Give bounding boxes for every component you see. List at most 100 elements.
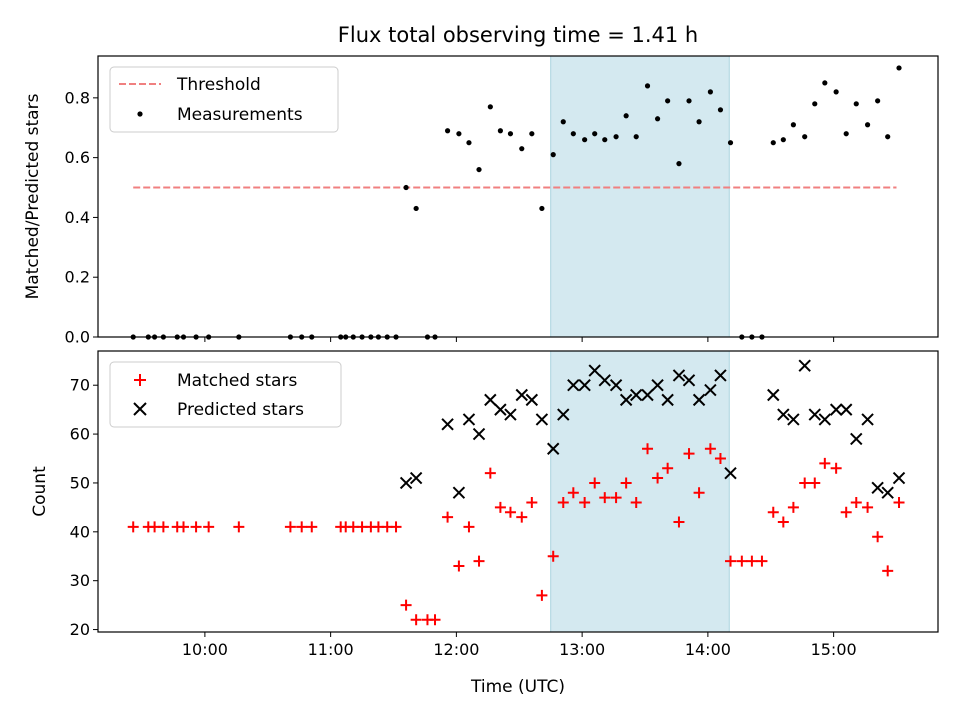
measurement-point [770,140,776,146]
measurement-point [676,161,682,167]
matched-star-point [725,555,737,567]
predicted-star-point [682,374,696,387]
predicted-star-point [829,403,843,416]
predicted-star-point [588,364,601,377]
x-tick-label: 15:00 [811,640,857,659]
predicted-star-point [818,413,832,426]
y-tick-label: 20 [70,620,90,639]
measurement-point [665,98,671,104]
matched-star-point [178,521,190,533]
matched-star-point [127,521,139,533]
measurement-point [570,131,576,137]
bottom-panel: 20 30 40 50 60 70 10:00 11:00 12:00 13:00 14:00 15… [30,350,939,697]
predicted-star-point [787,413,800,426]
x-tick-label: 11:00 [308,640,354,659]
matched-star-point [579,496,591,508]
measurement-point [529,131,535,137]
predicted-star-point [567,379,580,392]
predicted-star-point [714,369,727,382]
y-tick-label: 0.4 [65,208,90,227]
matched-star-point [642,443,654,455]
predicted-star-point [798,359,811,372]
threshold-legend-label: Threshold [176,75,261,95]
matched-star-point [526,496,538,508]
matched-star-point [504,506,516,518]
matched-star-point [862,501,874,513]
matched-star-point [567,487,579,499]
measurement-point [487,104,493,110]
predicted-star-point [839,403,853,416]
predicted-star-point [525,393,539,407]
predicted-star-point [472,427,486,441]
matched-star-point [516,511,528,523]
measurement-point [507,131,514,137]
measurement-point [456,131,462,137]
matched-star-point [442,511,454,523]
measurement-point [727,140,734,146]
predicted-star-point [547,442,560,455]
matched-star-point [756,555,768,567]
matched-star-point [799,477,811,489]
measurement-point [444,128,451,134]
measurement-point [582,137,588,143]
measurement-point [592,131,598,137]
predicted-star-point [661,393,674,407]
predicted-star-point [399,476,413,490]
measurement-point [519,146,525,152]
matched-star-point [410,614,422,626]
predicted-star-point [692,393,706,407]
matched-star-point [683,448,695,460]
matched-star-point [673,516,685,528]
predicted-star-point [641,388,654,402]
predicted-star-point [881,486,894,499]
x-axis-label: Time (UTC) [470,677,565,697]
bottom-x-ticks: 10:00 11:00 12:00 13:00 14:00 15:00 [182,632,857,659]
x-tick-label: 12:00 [433,640,479,659]
predicted-star-point [484,393,497,407]
predicted-star-point [861,413,874,426]
measurement-point [539,205,545,212]
bottom-y-ticks: 20 30 40 50 60 70 [70,376,98,639]
predicted-star-point [598,374,611,387]
matched-star-point [610,492,622,504]
measurement-point [790,122,796,128]
measurement-point [843,131,849,137]
predicted-star-point [504,408,517,421]
matched-star-point [233,521,245,533]
measurement-point [413,205,419,212]
matched-star-point [630,496,642,508]
top-axes-frame [97,55,939,338]
matched-star-point [809,477,821,489]
top-legend: Threshold Measurements [109,66,339,133]
measurement-point [466,140,472,146]
measurement-point [403,184,409,191]
predicted-star-point [777,408,790,421]
predicted-star-point [619,393,633,407]
predicted-star-point [808,408,821,421]
matched-star-point [390,521,402,533]
matched-star-point [599,492,611,504]
predicted-star-point [850,432,863,446]
predicted-star-point [515,388,528,402]
matched-star-point [767,506,779,518]
measurement-point [602,137,608,143]
matched-star-point [494,501,506,513]
x-tick-label: 14:00 [685,640,731,659]
matched-star-point [736,555,748,567]
matched-star-point [882,565,894,577]
measurement-point [476,166,482,173]
measurement-point [633,134,639,140]
top-y-ticks: 0.0 0.2 0.4 0.6 0.8 [65,88,98,347]
bottom-legend-box [109,361,342,428]
top-y-axis-label: Matched/Predicted stars [23,93,43,299]
measurements-legend-label: Measurements [177,105,303,125]
matched-star-point [620,477,632,489]
matched-star-point [819,457,831,469]
measurement-point [822,80,828,86]
chart-title: Flux total observing time = 1.41 h [338,23,698,47]
y-tick-label: 50 [70,473,90,492]
matched-star-point [589,477,601,489]
predicted-star-point [557,408,570,421]
measurement-point [885,134,891,140]
measurement-point [864,122,871,128]
